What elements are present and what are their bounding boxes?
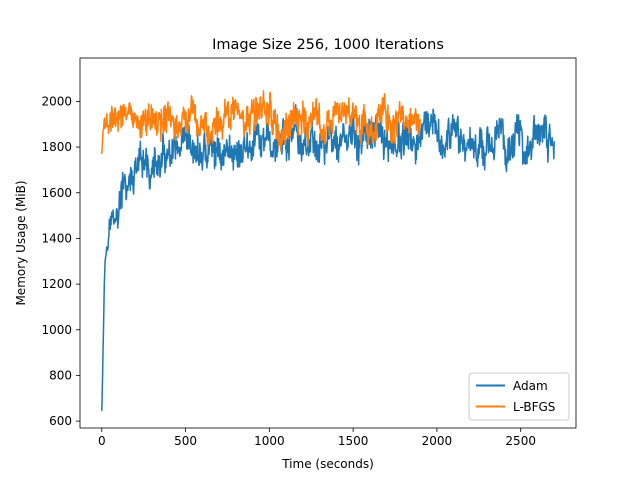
- axis-ticks: 0 500 1000 1500 2000 2500 600 800 1000 1200 1400 16…: [41, 94, 536, 448]
- x-axis-label: Time (seconds): [281, 457, 374, 471]
- x-tick-label: 1000: [254, 434, 285, 448]
- chart-title: Image Size 256, 1000 Iterations: [212, 37, 444, 53]
- legend-label-lbfgs: L-BFGS: [513, 400, 555, 414]
- y-tick-label: 1000: [41, 323, 72, 337]
- legend: Adam L-BFGS: [468, 372, 570, 421]
- y-tick-label: 1600: [41, 186, 72, 200]
- x-tick-label: 2000: [422, 434, 453, 448]
- y-tick-label: 1800: [41, 140, 72, 154]
- series-layer: [101, 90, 555, 411]
- x-tick-label: 2500: [505, 434, 536, 448]
- x-tick-label: 0: [98, 434, 106, 448]
- plot-area-frame: [79, 57, 577, 429]
- x-tick-label: 1500: [338, 434, 369, 448]
- y-axis-label: Memory Usage (MiB): [14, 180, 28, 305]
- x-tick-label: 500: [174, 434, 197, 448]
- legend-label-adam: Adam: [513, 379, 548, 393]
- y-tick-label: 1200: [41, 277, 72, 291]
- y-tick-label: 600: [49, 414, 72, 428]
- y-tick-label: 800: [49, 368, 72, 382]
- y-tick-label: 1400: [41, 231, 72, 245]
- series-line-lbfgs: [101, 90, 421, 154]
- y-tick-label: 2000: [41, 94, 72, 108]
- series-line-adam: [101, 104, 555, 411]
